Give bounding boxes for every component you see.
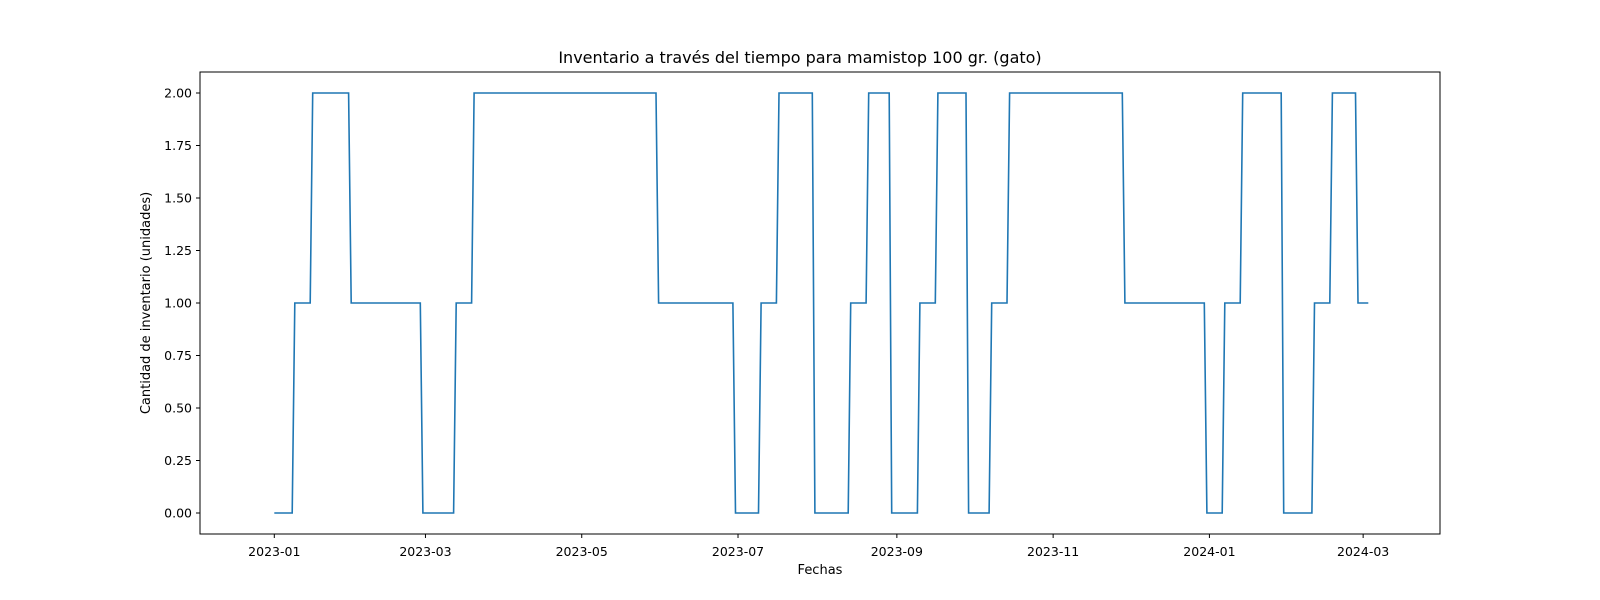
y-tick-label: 1.25	[164, 243, 192, 258]
x-tick-label: 2023-05	[556, 544, 608, 559]
x-tick-label: 2023-07	[712, 544, 764, 559]
y-tick-label: 0.50	[164, 401, 192, 416]
x-tick-label: 2024-03	[1337, 544, 1389, 559]
chart-title: Inventario a través del tiempo para mami…	[558, 48, 1041, 67]
y-tick-label: 0.00	[164, 506, 192, 521]
x-axis-ticks: 2023-01 2023-03 2023-05 2023-07 2023-09 2023-…	[248, 534, 1389, 559]
plot-area-frame	[199, 71, 1441, 535]
x-tick-label: 2023-09	[871, 544, 923, 559]
y-tick-label: 1.75	[164, 138, 192, 153]
inventory-series-line	[274, 92, 1369, 514]
y-tick-label: 0.75	[164, 348, 192, 363]
x-tick-label: 2024-01	[1183, 544, 1235, 559]
y-tick-label: 2.00	[164, 86, 192, 101]
x-tick-label: 2023-03	[399, 544, 451, 559]
x-tick-label: 2023-01	[248, 544, 300, 559]
y-tick-label: 1.50	[164, 191, 192, 206]
y-axis-ticks: 0.00 0.25 0.50 0.75 1.00 1.25 1.50 1.75 2.00	[164, 86, 200, 521]
x-axis-label: Fechas	[798, 563, 843, 578]
y-axis-label: Cantidad de inventario (unidades)	[139, 192, 154, 414]
y-tick-label: 1.00	[164, 296, 192, 311]
y-tick-label: 0.25	[164, 453, 192, 468]
x-tick-label: 2023-11	[1027, 544, 1079, 559]
